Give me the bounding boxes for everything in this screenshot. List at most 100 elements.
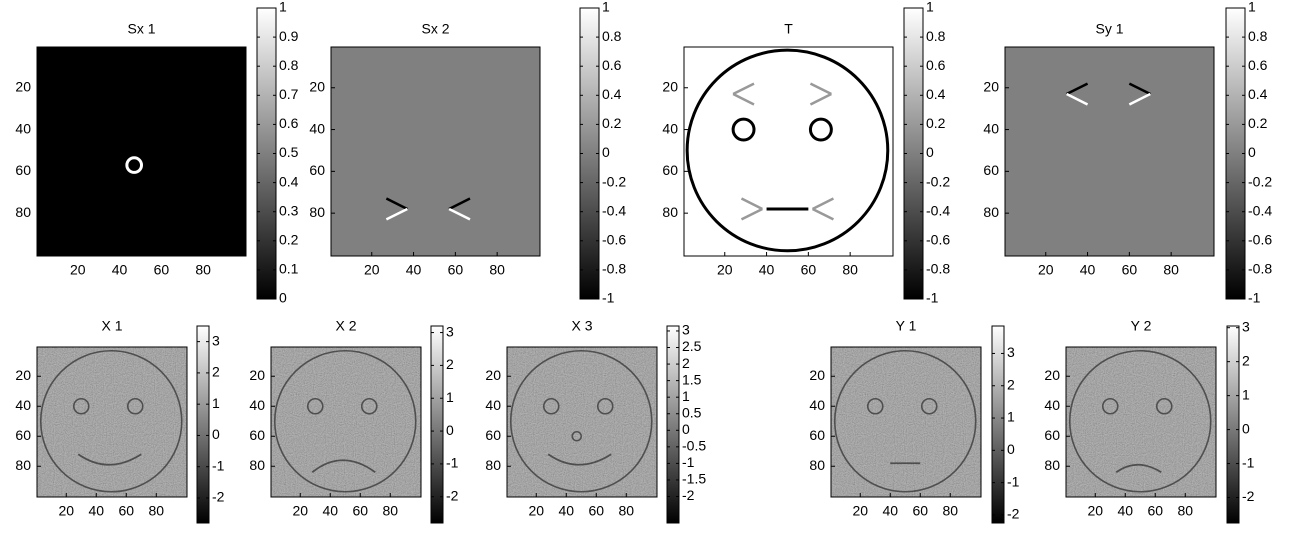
y-tick-label: 60: [809, 427, 825, 443]
y-tick-label: 60: [15, 427, 31, 443]
colorbar-tick-label: 0: [682, 421, 690, 437]
panel-title: T: [784, 21, 793, 37]
colorbar-tick-label: 0: [212, 426, 220, 442]
y-tick-label: 60: [662, 162, 678, 178]
colorbar: [992, 326, 1004, 523]
colorbar-tick-label: 1: [212, 395, 220, 411]
panel-title: Y 1: [896, 318, 917, 334]
colorbar-tick-label: 0.6: [1248, 57, 1268, 73]
colorbar-tick-label: -0.2: [602, 173, 626, 189]
y-tick-label: 40: [983, 120, 999, 136]
colorbar-tick-label: 3: [1007, 344, 1015, 360]
colorbar-tick-label: -0.4: [1248, 202, 1272, 218]
colorbar-tick-label: 2: [212, 364, 220, 380]
y-tick-label: 60: [309, 162, 325, 178]
colorbar-tick-label: -0.8: [926, 261, 950, 277]
y-tick-label: 60: [249, 427, 265, 443]
x-tick-label: 20: [292, 503, 308, 519]
colorbar-tick-label: 1: [602, 0, 610, 15]
colorbar-tick-label: 0.8: [279, 57, 299, 73]
noise: [37, 347, 187, 497]
y-tick-label: 20: [662, 78, 678, 94]
colorbar-tick-label: -2: [1242, 488, 1255, 504]
x-tick-label: 60: [118, 503, 134, 519]
y-tick-label: 20: [249, 367, 265, 383]
colorbar-tick-label: 1: [446, 389, 454, 405]
y-tick-label: 80: [983, 204, 999, 220]
colorbar-tick-label: 3: [682, 322, 690, 338]
colorbar-tick-label: 0.2: [926, 115, 946, 131]
x-tick-label: 60: [1122, 262, 1138, 278]
colorbar-tick-label: 2.5: [682, 338, 702, 354]
y-tick-label: 80: [15, 457, 31, 473]
y-tick-label: 40: [662, 120, 678, 136]
colorbar-tick-label: 0.8: [602, 28, 622, 44]
x-tick-label: 80: [148, 503, 164, 519]
noise: [1066, 347, 1216, 497]
colorbar-tick-label: 0.4: [926, 86, 946, 102]
noise: [831, 347, 981, 497]
y-tick-label: 20: [309, 78, 325, 94]
colorbar-tick-label: 0: [279, 290, 287, 306]
y-tick-label: 80: [1044, 457, 1060, 473]
colorbar-tick-label: -0.8: [1248, 261, 1272, 277]
colorbar-tick-label: 0.4: [279, 173, 299, 189]
image: [37, 47, 246, 256]
colorbar-tick-label: -0.6: [602, 232, 626, 248]
colorbar-tick-label: 0.5: [682, 404, 702, 420]
colorbar-tick-label: -2: [1007, 506, 1020, 522]
colorbar-tick-label: 0.2: [279, 232, 299, 248]
colorbar-tick-label: -2: [212, 489, 225, 505]
x-tick-label: 40: [1080, 262, 1096, 278]
y-tick-label: 60: [983, 162, 999, 178]
image: [331, 47, 540, 256]
colorbar-tick-label: 2: [446, 356, 454, 372]
colorbar-tick-label: 0.6: [926, 57, 946, 73]
colorbar-tick-label: 1: [1248, 0, 1256, 15]
x-tick-label: 20: [528, 503, 544, 519]
colorbar: [667, 326, 679, 523]
colorbar-tick-label: 0.1: [279, 261, 299, 277]
colorbar-tick-label: -1: [602, 290, 615, 306]
colorbar: [1227, 326, 1239, 523]
colorbar-tick-label: 1: [279, 0, 287, 15]
colorbar-tick-label: 1: [682, 388, 690, 404]
colorbar-tick-label: 0: [1248, 144, 1256, 160]
colorbar-tick-label: 0: [602, 144, 610, 160]
x-tick-label: 20: [58, 503, 74, 519]
x-tick-label: 80: [942, 503, 958, 519]
y-tick-label: 80: [809, 457, 825, 473]
x-tick-label: 40: [759, 262, 775, 278]
colorbar-tick-label: 0.3: [279, 202, 299, 218]
x-tick-label: 60: [588, 503, 604, 519]
panel-title: Sx 2: [421, 21, 449, 37]
x-tick-label: 60: [448, 262, 464, 278]
panel-title: Y 2: [1131, 318, 1152, 334]
y-tick-label: 40: [15, 397, 31, 413]
colorbar-tick-label: 0: [1007, 441, 1015, 457]
colorbar-tick-label: -0.4: [602, 202, 626, 218]
figure: Sx 1204060802040608000.10.20.30.40.50.60…: [0, 0, 1298, 533]
colorbar-tick-label: 1: [1007, 409, 1015, 425]
panel-title: Sx 1: [127, 21, 155, 37]
colorbar-tick-label: -1: [446, 455, 459, 471]
colorbar-tick-label: -1.5: [682, 471, 706, 487]
colorbar-tick-label: 0.6: [602, 57, 622, 73]
y-tick-label: 20: [1044, 367, 1060, 383]
x-tick-label: 80: [195, 262, 211, 278]
y-tick-label: 60: [1044, 427, 1060, 443]
image: [1005, 47, 1214, 256]
colorbar-tick-label: -1: [1007, 473, 1020, 489]
y-tick-label: 60: [15, 162, 31, 178]
colorbar-tick-label: -2: [446, 487, 459, 503]
x-tick-label: 20: [70, 262, 86, 278]
colorbar-tick-label: -1: [682, 454, 695, 470]
colorbar-tick-label: 0.6: [279, 115, 299, 131]
x-tick-label: 40: [882, 503, 898, 519]
y-tick-label: 80: [249, 457, 265, 473]
x-tick-label: 20: [364, 262, 380, 278]
colorbar-tick-label: -1: [212, 457, 225, 473]
x-tick-label: 40: [88, 503, 104, 519]
